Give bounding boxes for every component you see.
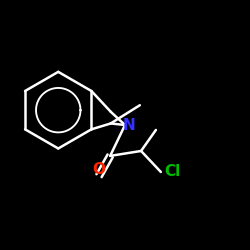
Text: N: N (123, 118, 136, 132)
Text: Cl: Cl (164, 164, 180, 180)
Text: O: O (92, 162, 106, 177)
